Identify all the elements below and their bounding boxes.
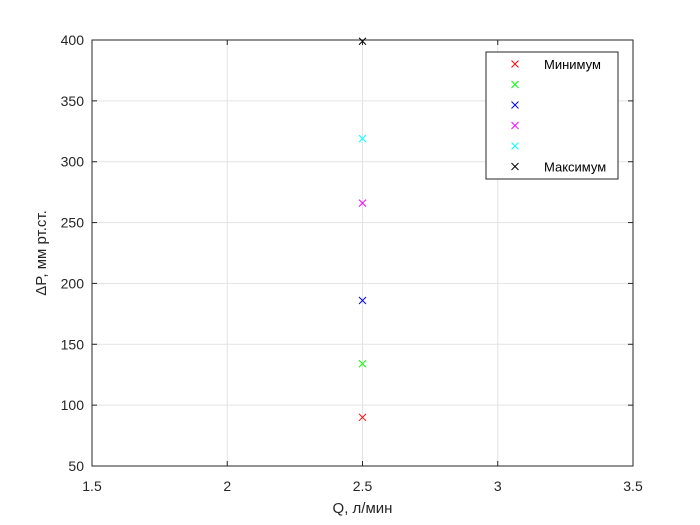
x-tick-label: 3: [494, 478, 502, 494]
x-tick-label: 3.5: [623, 478, 643, 494]
x-axis-label: Q, л/мин: [333, 500, 393, 517]
y-tick-label: 350: [61, 93, 85, 109]
x-tick-label: 2: [223, 478, 231, 494]
y-tick-label: 200: [61, 275, 85, 291]
legend-marker: [511, 80, 519, 89]
legend-label: Максимум: [544, 160, 606, 175]
axes-box: [91, 39, 634, 467]
legend-marker: [511, 101, 519, 109]
y-tick-label: 250: [61, 215, 85, 231]
x-tick-label: 2.5: [353, 478, 373, 494]
data-point-series-4: [358, 199, 367, 207]
y-tick-label: 150: [61, 336, 85, 352]
data-point-series-2: [358, 359, 367, 368]
legend-box: [485, 51, 619, 180]
tick-labels: 1.5 2 2.5 3 3.5 50 100 150 200 250 300 350 400: [61, 32, 643, 494]
y-tick-label: 300: [61, 154, 85, 170]
data-point-series-1: [358, 413, 367, 422]
legend-marker: [511, 121, 519, 130]
legend-marker: [511, 142, 519, 150]
data-point-series-5: [358, 134, 367, 143]
legend-marker: [511, 162, 519, 171]
legend-marker: [511, 60, 519, 68]
y-tick-label: 400: [61, 32, 85, 48]
y-tick-label: 50: [68, 458, 84, 474]
data-point-series-6: [358, 37, 367, 46]
legend-label: Минимум: [544, 57, 601, 72]
y-axis-label: ΔP, мм рт.ст.: [33, 210, 50, 295]
data-points: [358, 37, 367, 422]
y-tick-label: 100: [61, 397, 85, 413]
data-point-series-3: [358, 296, 367, 305]
axes: [91, 39, 634, 467]
legend: Минимум Максимум: [485, 51, 619, 180]
x-tick-label: 1.5: [82, 478, 102, 494]
